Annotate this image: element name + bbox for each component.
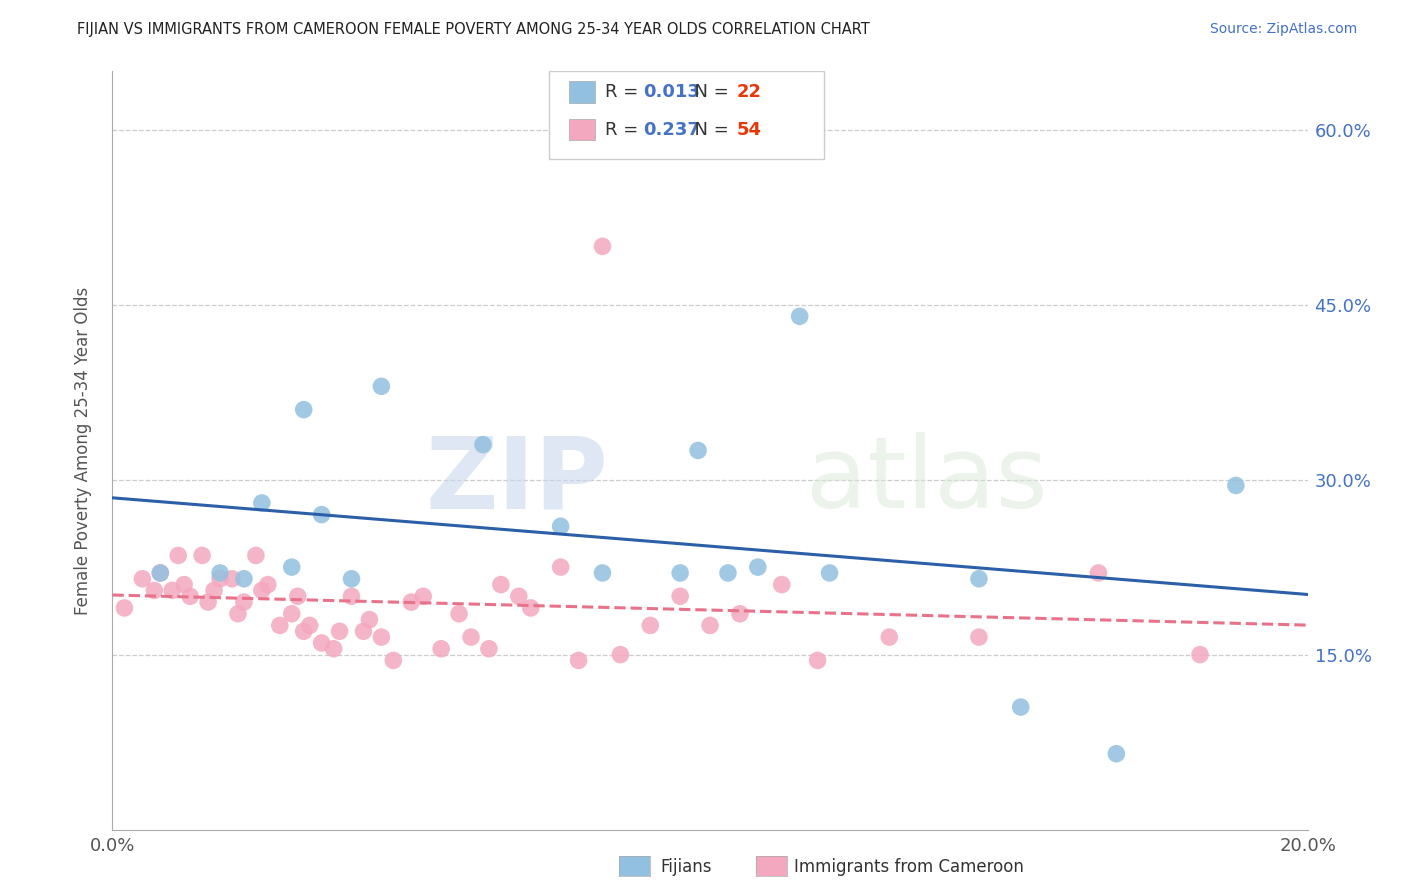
Point bbox=[250, 496, 273, 510]
Point bbox=[967, 630, 990, 644]
Point bbox=[592, 566, 614, 580]
Point bbox=[789, 310, 811, 324]
Point bbox=[508, 589, 530, 603]
Text: R =: R = bbox=[605, 83, 644, 101]
Point bbox=[202, 583, 225, 598]
Point bbox=[412, 589, 434, 603]
Point bbox=[114, 601, 135, 615]
Point bbox=[818, 566, 841, 580]
Point bbox=[191, 549, 214, 563]
Text: Source: ZipAtlas.com: Source: ZipAtlas.com bbox=[1209, 22, 1357, 37]
Y-axis label: Female Poverty Among 25-34 Year Olds: Female Poverty Among 25-34 Year Olds bbox=[73, 286, 91, 615]
Point bbox=[382, 653, 405, 667]
Text: 22: 22 bbox=[737, 83, 761, 101]
Point bbox=[688, 443, 710, 458]
Point bbox=[1189, 648, 1212, 662]
Point bbox=[281, 607, 304, 621]
Point bbox=[550, 519, 572, 533]
Point bbox=[699, 618, 721, 632]
Text: N =: N = bbox=[682, 120, 734, 138]
Point bbox=[609, 648, 631, 662]
Text: atlas: atlas bbox=[806, 433, 1047, 529]
Point bbox=[269, 618, 291, 632]
Text: 0.237: 0.237 bbox=[643, 120, 700, 138]
Point bbox=[340, 572, 363, 586]
Point bbox=[669, 566, 692, 580]
Text: Fijians: Fijians bbox=[661, 858, 713, 876]
Point bbox=[370, 630, 392, 644]
Point bbox=[770, 577, 793, 591]
Point bbox=[179, 589, 201, 603]
Point bbox=[162, 583, 183, 598]
Point bbox=[329, 624, 352, 639]
Point bbox=[370, 379, 392, 393]
Point bbox=[550, 560, 572, 574]
Point bbox=[1105, 747, 1128, 761]
Point bbox=[322, 641, 344, 656]
Point bbox=[233, 595, 256, 609]
Text: 54: 54 bbox=[737, 120, 761, 138]
Text: R =: R = bbox=[605, 120, 644, 138]
Point bbox=[489, 577, 512, 591]
Point bbox=[401, 595, 423, 609]
Point bbox=[430, 641, 453, 656]
Point bbox=[245, 549, 267, 563]
Point bbox=[460, 630, 482, 644]
Point bbox=[669, 589, 692, 603]
Point bbox=[221, 572, 243, 586]
Point bbox=[1225, 478, 1247, 492]
Point bbox=[287, 589, 309, 603]
Point bbox=[967, 572, 990, 586]
Point bbox=[592, 239, 614, 253]
FancyBboxPatch shape bbox=[569, 119, 595, 140]
Point bbox=[149, 566, 172, 580]
Point bbox=[1087, 566, 1109, 580]
Point bbox=[209, 566, 232, 580]
Text: Immigrants from Cameroon: Immigrants from Cameroon bbox=[794, 858, 1024, 876]
Point bbox=[478, 641, 501, 656]
Point bbox=[143, 583, 166, 598]
Point bbox=[472, 437, 495, 451]
Point bbox=[167, 549, 190, 563]
Point bbox=[728, 607, 751, 621]
Point bbox=[359, 613, 381, 627]
Point bbox=[250, 583, 273, 598]
Point bbox=[292, 402, 315, 417]
Text: N =: N = bbox=[682, 83, 734, 101]
Point bbox=[449, 607, 471, 621]
Point bbox=[257, 577, 280, 591]
Text: 0.013: 0.013 bbox=[643, 83, 700, 101]
Point bbox=[568, 653, 591, 667]
Point bbox=[1010, 700, 1032, 714]
Point bbox=[173, 577, 195, 591]
Point bbox=[292, 624, 315, 639]
Point bbox=[807, 653, 830, 667]
Text: ZIP: ZIP bbox=[426, 433, 609, 529]
Point bbox=[747, 560, 769, 574]
FancyBboxPatch shape bbox=[548, 71, 824, 159]
Point bbox=[131, 572, 153, 586]
Point bbox=[209, 572, 232, 586]
Point bbox=[197, 595, 219, 609]
Point bbox=[149, 566, 172, 580]
Point bbox=[226, 607, 249, 621]
Point bbox=[340, 589, 363, 603]
Point bbox=[879, 630, 901, 644]
Point bbox=[298, 618, 321, 632]
Point bbox=[717, 566, 740, 580]
Point bbox=[353, 624, 375, 639]
Point bbox=[311, 508, 333, 522]
Point bbox=[311, 636, 333, 650]
Point bbox=[640, 618, 662, 632]
Point bbox=[281, 560, 304, 574]
Text: FIJIAN VS IMMIGRANTS FROM CAMEROON FEMALE POVERTY AMONG 25-34 YEAR OLDS CORRELAT: FIJIAN VS IMMIGRANTS FROM CAMEROON FEMAL… bbox=[77, 22, 870, 37]
Point bbox=[233, 572, 256, 586]
Point bbox=[520, 601, 543, 615]
FancyBboxPatch shape bbox=[569, 81, 595, 103]
